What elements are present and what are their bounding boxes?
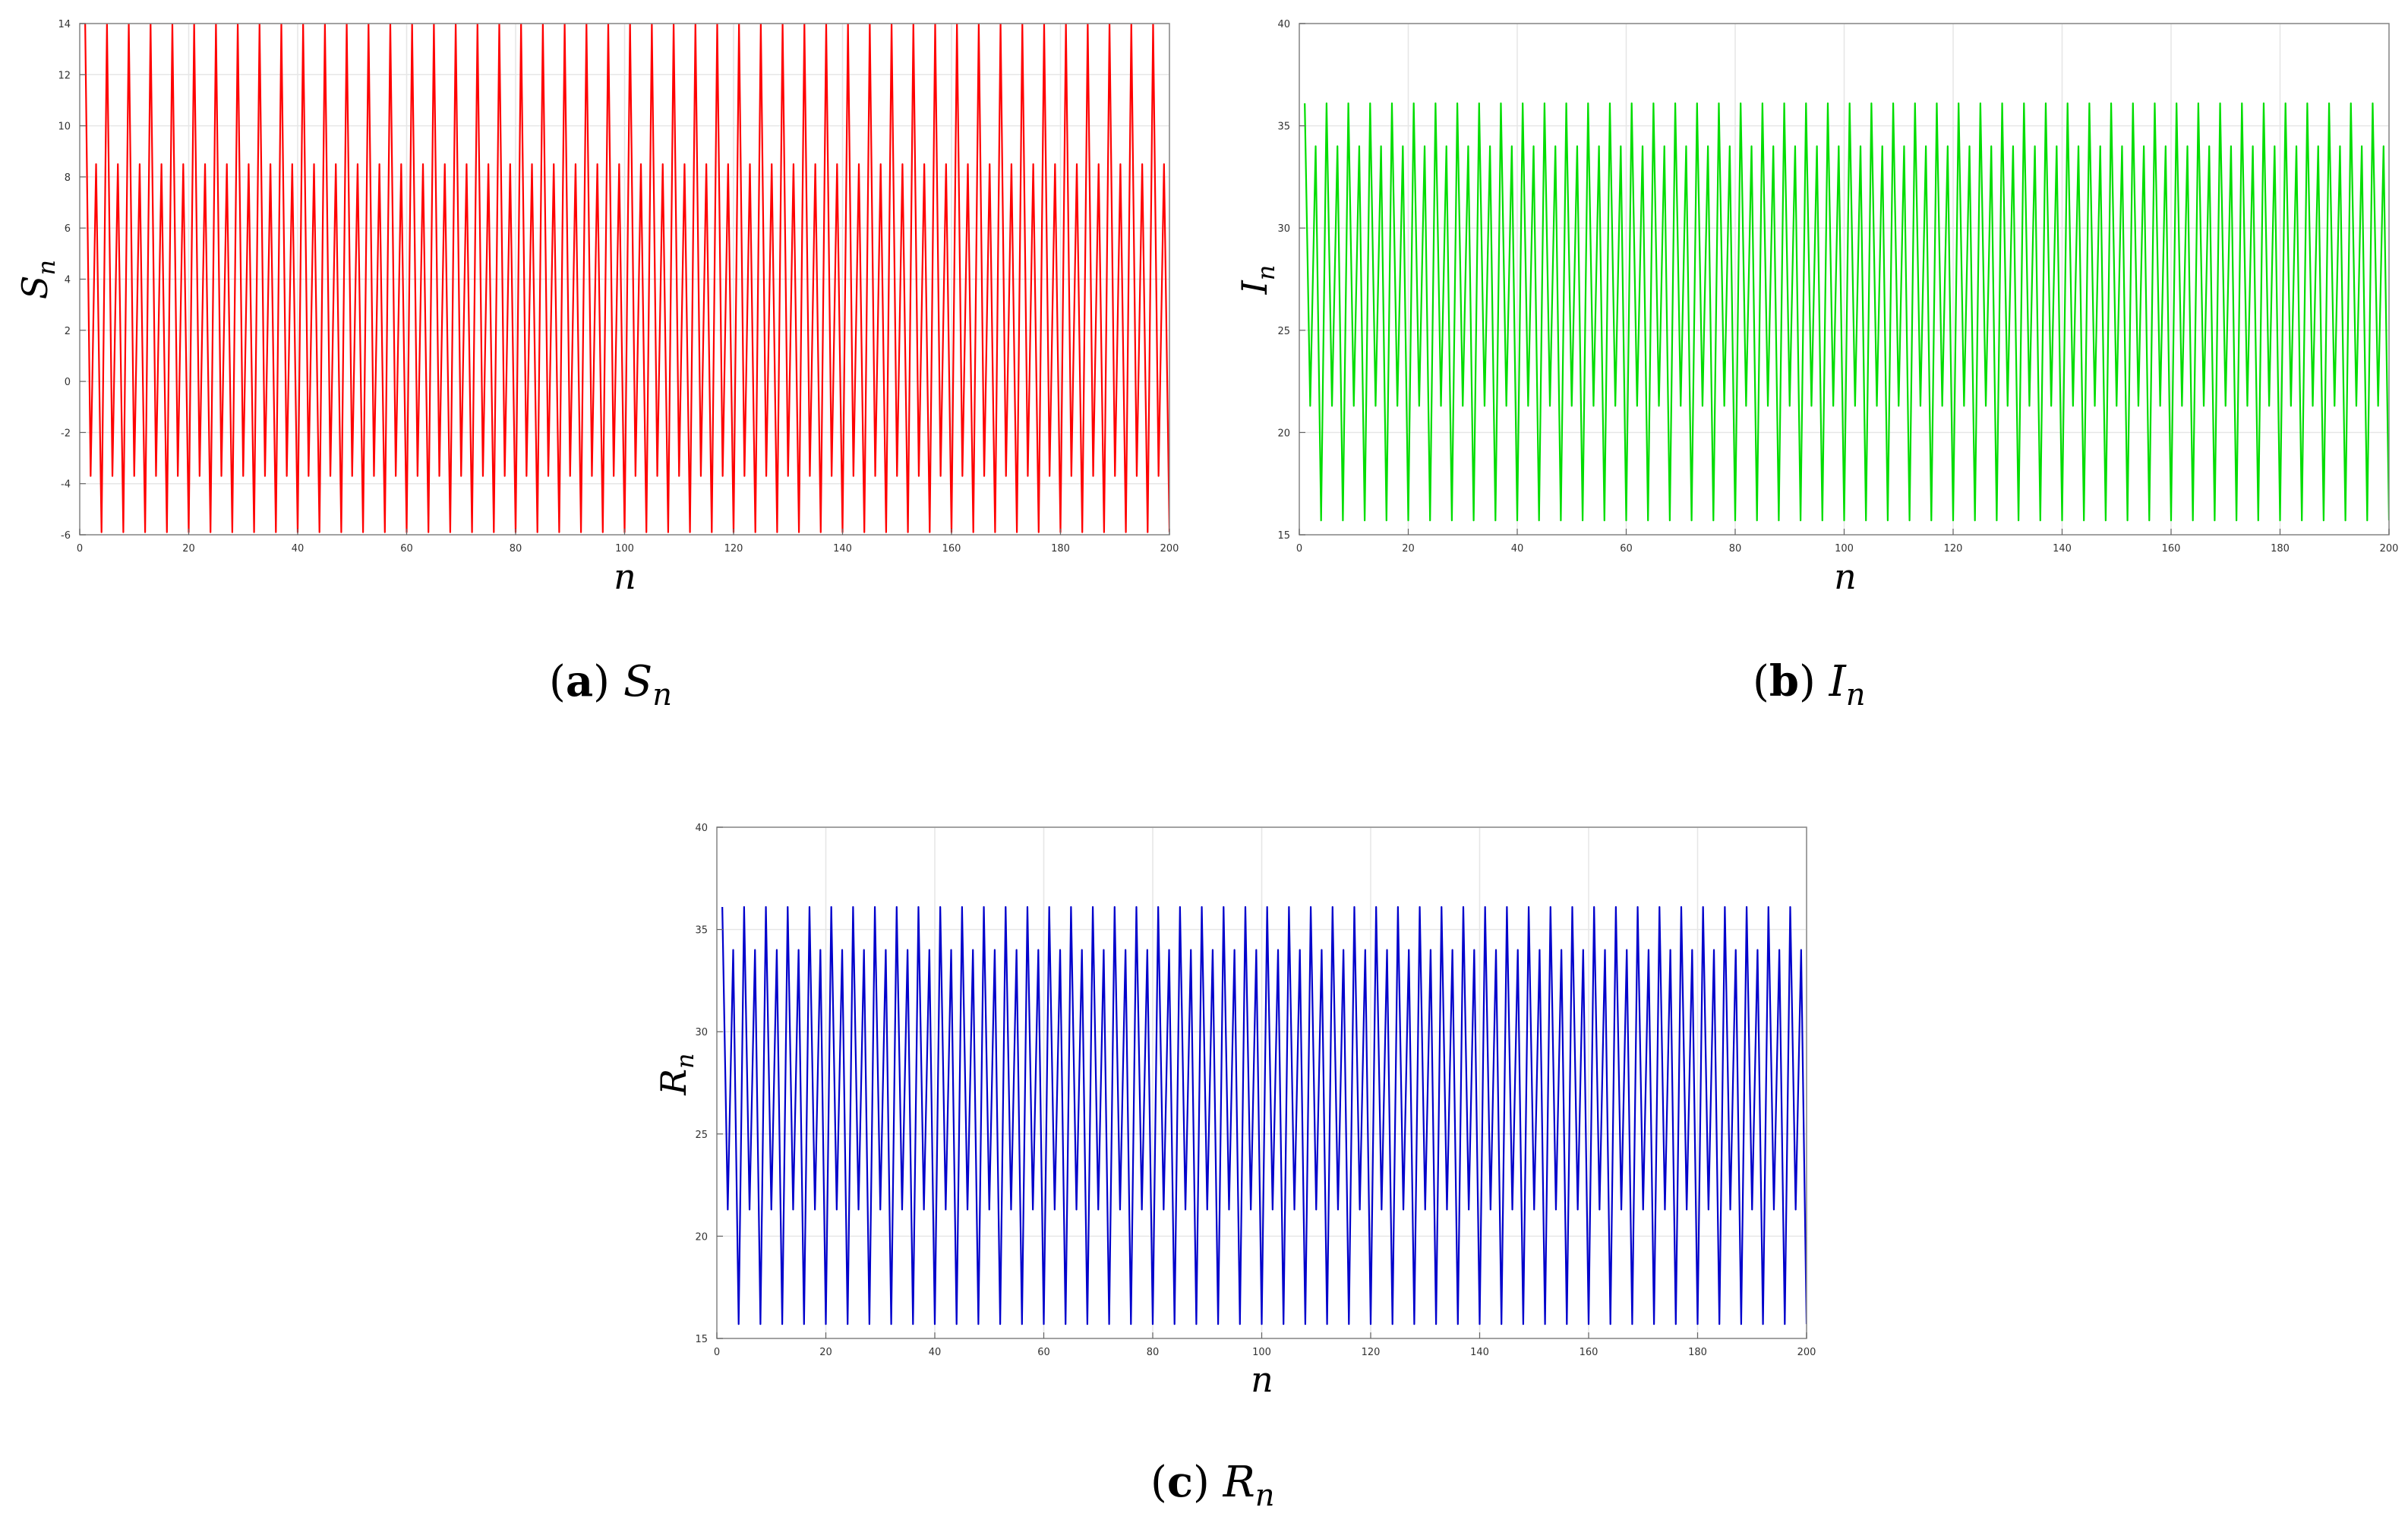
x-ticks: 0 20 40 60 80 100 120 140 160 180 200 [1296, 529, 2399, 555]
x-tick-label: 100 [615, 543, 634, 555]
x-tick-label: 200 [1160, 543, 1179, 555]
x-tick-label: 100 [1252, 1347, 1271, 1358]
y-tick-label: 30 [695, 1027, 708, 1038]
caption-var: I [1829, 657, 1848, 706]
x-tick-label: 60 [1037, 1347, 1050, 1358]
y-axis-label-sub: n [32, 260, 61, 276]
panel-a-s-plot: 0 20 40 60 80 100 120 140 160 180 200 -6 -4 -2 0 2 4 6 8 1… [14, 19, 1179, 713]
x-tick-label: 0 [1296, 543, 1302, 555]
panel-b-i-plot: 0 20 40 60 80 100 120 140 160 180 200 15 20 25 30 35 40… [1234, 19, 2398, 713]
x-tick-label: 180 [1051, 543, 1070, 555]
y-tick-label: 40 [695, 823, 708, 834]
y-axis-label-main: S [14, 276, 55, 300]
x-tick-label: 60 [1620, 543, 1633, 555]
caption-sub: n [1255, 1478, 1275, 1513]
y-axis-label: Rn [653, 1053, 699, 1095]
x-axis-label: n [1251, 1359, 1273, 1400]
y-tick-label: 8 [65, 172, 71, 184]
y-tick-label: 25 [1277, 326, 1290, 337]
x-tick-label: 160 [2162, 543, 2181, 555]
x-tick-label: 140 [2053, 543, 2072, 555]
x-axis-label: n [1834, 556, 1857, 597]
y-tick-label: 4 [65, 275, 71, 286]
y-axis-label-main: I [1234, 280, 1275, 295]
caption-tag: a [566, 656, 593, 706]
x-tick-label: 160 [942, 543, 961, 555]
y-tick-label: 30 [1277, 223, 1290, 235]
caption-sub: n [652, 678, 672, 713]
caption-sub: n [1846, 678, 1866, 713]
x-tick-label: 20 [1402, 543, 1415, 555]
x-tick-label: 120 [724, 543, 743, 555]
x-tick-label: 140 [833, 543, 852, 555]
x-tick-label: 120 [1944, 543, 1963, 555]
caption-var: R [1223, 1458, 1255, 1507]
y-tick-label: -2 [61, 428, 71, 439]
y-tick-label: 35 [1277, 122, 1290, 133]
x-tick-label: 40 [1511, 543, 1524, 555]
y-axis-label-main: R [653, 1069, 694, 1096]
y-ticks: 15 20 25 30 35 40 [695, 823, 723, 1345]
caption-tag: c [1167, 1457, 1193, 1507]
caption: (c) Rn [1150, 1457, 1275, 1513]
x-tick-label: 200 [1797, 1347, 1816, 1358]
y-axis-label: In [1234, 265, 1280, 295]
y-tick-label: 15 [1277, 530, 1290, 542]
y-axis-label-sub: n [671, 1053, 699, 1069]
y-axis-label-sub: n [1251, 265, 1280, 281]
panel-c-r-plot: 0 20 40 60 80 100 120 140 160 180 200 15 20 25 30 35 40… [653, 823, 1816, 1513]
series-line-i [1304, 102, 2389, 522]
x-tick-label: 160 [1580, 1347, 1598, 1358]
y-tick-label: 10 [58, 122, 71, 133]
y-tick-label: 35 [695, 925, 708, 937]
x-tick-label: 20 [819, 1347, 832, 1358]
caption-tag: b [1769, 656, 1799, 706]
y-axis-label: Sn [14, 260, 61, 299]
y-tick-label: 0 [65, 377, 71, 388]
y-tick-label: 40 [1277, 19, 1290, 30]
x-tick-label: 0 [714, 1347, 720, 1358]
x-tick-label: 20 [182, 543, 195, 555]
x-ticks: 0 20 40 60 80 100 120 140 160 180 200 [77, 529, 1179, 555]
y-tick-label: 20 [695, 1231, 708, 1243]
x-tick-label: 80 [1147, 1347, 1160, 1358]
x-tick-label: 40 [292, 543, 305, 555]
x-tick-label: 100 [1835, 543, 1854, 555]
y-tick-label: 15 [695, 1334, 708, 1345]
x-axis-label: n [614, 556, 636, 597]
caption: (b) In [1753, 656, 1866, 713]
y-tick-label: 20 [1277, 428, 1290, 439]
x-tick-label: 120 [1362, 1347, 1381, 1358]
y-tick-label: 12 [58, 70, 71, 81]
y-tick-label: 25 [695, 1130, 708, 1141]
caption-var: S [623, 657, 652, 706]
series-layer [84, 24, 1169, 533]
y-ticks: 15 20 25 30 35 40 [1277, 19, 1305, 542]
y-tick-label: 14 [58, 19, 71, 30]
x-tick-label: 140 [1470, 1347, 1489, 1358]
x-tick-label: 60 [400, 543, 413, 555]
x-tick-label: 40 [929, 1347, 942, 1358]
series-layer [1304, 102, 2389, 522]
x-ticks: 0 20 40 60 80 100 120 140 160 180 200 [714, 1332, 1816, 1358]
series-line-s [84, 24, 1169, 533]
series-line-r [721, 905, 1807, 1326]
y-tick-label: -4 [61, 479, 71, 491]
y-tick-label: -6 [61, 530, 71, 542]
x-tick-label: 80 [1729, 543, 1742, 555]
y-tick-label: 2 [65, 326, 71, 337]
series-layer [721, 905, 1807, 1326]
x-tick-label: 0 [77, 543, 83, 555]
x-tick-label: 180 [2271, 543, 2290, 555]
x-tick-label: 80 [510, 543, 522, 555]
x-tick-label: 180 [1688, 1347, 1707, 1358]
y-tick-label: 6 [65, 223, 71, 235]
x-tick-label: 200 [2380, 543, 2399, 555]
caption: (a) Sn [549, 656, 672, 713]
y-ticks: -6 -4 -2 0 2 4 6 8 10 12 14 [58, 19, 86, 542]
